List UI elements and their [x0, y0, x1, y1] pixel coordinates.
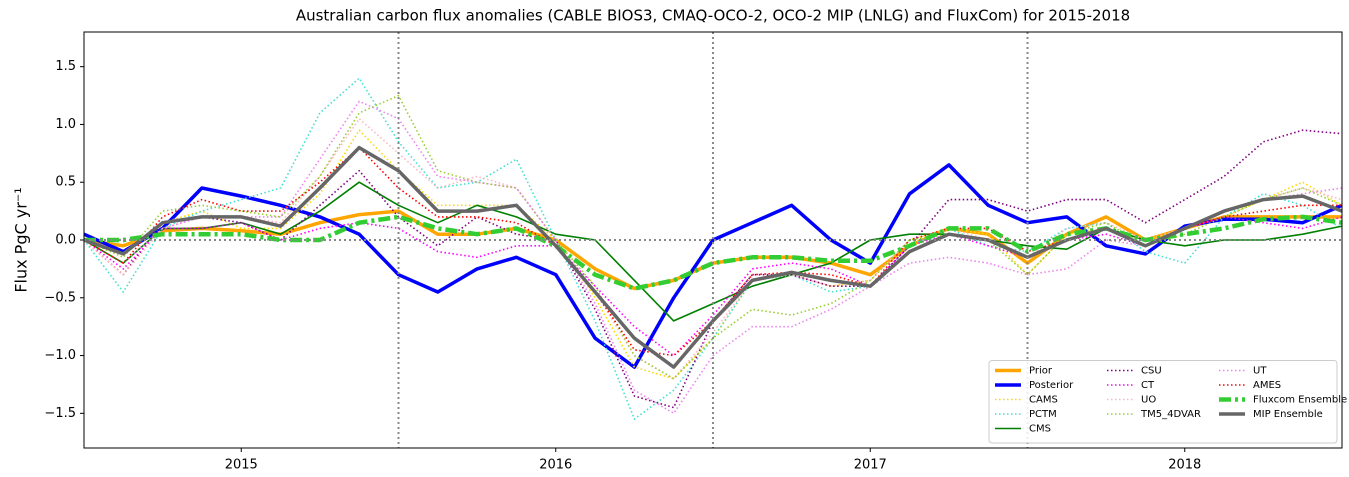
x-tick-label: 2017	[854, 458, 887, 473]
chart-title: Australian carbon flux anomalies (CABLE …	[296, 7, 1130, 25]
series-line	[83, 117, 1343, 380]
x-tick-label: 2015	[225, 458, 258, 473]
y-axis-label: Flux PgC yr⁻¹	[12, 187, 31, 292]
series-line	[83, 77, 1343, 420]
legend-label: Fluxcom Ensemble	[1253, 395, 1347, 406]
legend-label: AMES	[1253, 380, 1281, 391]
y-tick-label: 1.5	[55, 59, 76, 74]
series-line	[83, 100, 1343, 415]
legend-label: CT	[1141, 380, 1155, 391]
legend-label: Posterior	[1029, 380, 1074, 391]
legend-box	[988, 360, 1338, 444]
legend-label: PCTM	[1029, 409, 1057, 420]
plot-frame	[83, 31, 1343, 449]
y-tick-label: 1.0	[55, 117, 76, 132]
legend-label: CSU	[1141, 366, 1162, 377]
legend-label: CMS	[1029, 424, 1051, 435]
series-line	[83, 216, 1343, 357]
y-tick-label: 0.0	[55, 233, 76, 248]
y-tick-label: −0.5	[44, 290, 76, 305]
legend-label: CAMS	[1029, 395, 1058, 406]
legend: Prior Posterior CAMS PCTM CMS CSU CT UO TM5_4DVA…	[988, 360, 1347, 444]
series-line	[83, 145, 1343, 369]
series-line	[84, 214, 1343, 291]
x-tick-label: 2016	[539, 458, 572, 473]
y-tick-label: −1.0	[44, 348, 76, 363]
legend-label: UO	[1141, 395, 1156, 406]
legend-label: MIP Ensemble	[1253, 409, 1323, 420]
legend-label: Prior	[1029, 366, 1053, 377]
y-tick-label: 0.5	[55, 175, 76, 190]
y-tick-label: −1.5	[44, 406, 76, 421]
series-line	[83, 163, 1343, 369]
legend-label: UT	[1253, 366, 1267, 377]
legend-label: TM5_4DVAR	[1140, 409, 1201, 420]
x-tick-label: 2018	[1168, 458, 1201, 473]
